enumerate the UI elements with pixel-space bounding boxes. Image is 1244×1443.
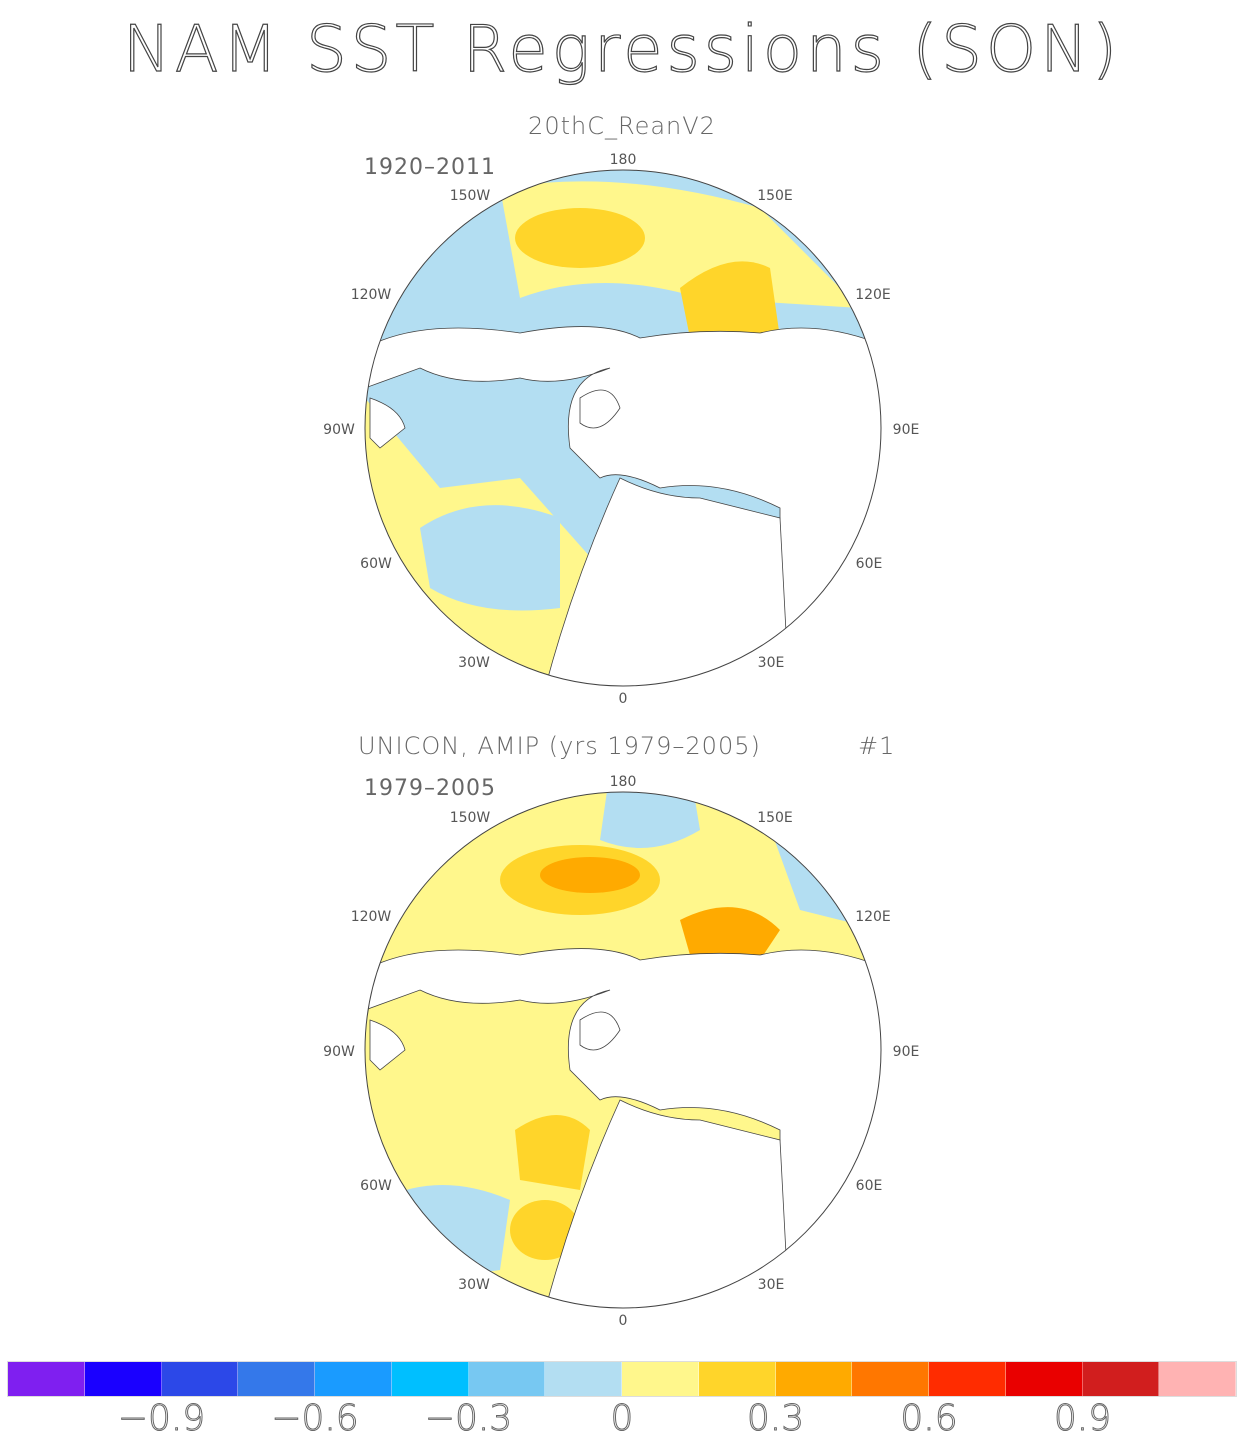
longitude-label: 90W [323, 422, 355, 438]
figure-title: NAM SST Regressions (SON) [122, 12, 1122, 87]
longitude-label: 0 [618, 691, 628, 707]
longitude-label: 180 [609, 152, 637, 168]
colorbar [7, 1361, 1237, 1397]
colorbar-tick-label: 0.6 [900, 1398, 958, 1440]
colorbar-swatch [468, 1362, 546, 1396]
panel-2-subtitle: UNICON, AMIP (yrs 1979–2005) [358, 732, 761, 760]
longitude-label: 90E [892, 422, 920, 438]
longitude-label: 120W [350, 287, 392, 303]
colorbar-tick-label: 0 [610, 1398, 634, 1440]
colorbar-swatch [1159, 1362, 1236, 1396]
longitude-label: 180 [609, 774, 637, 790]
colorbar-swatch [238, 1362, 315, 1396]
colorbar-tick-label: −0.6 [271, 1398, 359, 1440]
longitude-label: 150E [757, 188, 793, 204]
map-boundary [364, 169, 882, 687]
longitude-label: 120W [350, 909, 392, 925]
panel-1-subtitle: 20thC_ReanV2 [528, 112, 716, 140]
colorbar-swatch [545, 1362, 622, 1396]
longitude-label: 60W [360, 1178, 392, 1194]
polar-map-2 [364, 791, 882, 1309]
longitude-label: 150E [757, 810, 793, 826]
colorbar-swatch [929, 1362, 1006, 1396]
longitude-label: 60W [360, 556, 392, 572]
longitude-label: 90W [323, 1044, 355, 1060]
map-boundary [364, 791, 882, 1309]
colorbar-swatch [698, 1362, 776, 1396]
longitude-label: 60E [855, 556, 883, 572]
colorbar-swatch [1082, 1362, 1160, 1396]
longitude-label: 120E [855, 287, 891, 303]
colorbar-swatch [161, 1362, 239, 1396]
longitude-label: 90E [892, 1044, 920, 1060]
colorbar-tick-label: −0.9 [117, 1398, 206, 1440]
panel-2-ensemble: #1 [858, 732, 896, 760]
colorbar-swatch [315, 1362, 392, 1396]
colorbar-swatch [8, 1362, 85, 1396]
panel-2-period: 1979–2005 [364, 776, 496, 801]
longitude-label: 30W [458, 1277, 490, 1293]
colorbar-swatch [1005, 1362, 1083, 1396]
colorbar-tick-label: 0.9 [1053, 1398, 1112, 1440]
colorbar-tick-label: 0.3 [746, 1398, 805, 1440]
longitude-label: 30E [757, 1277, 785, 1293]
longitude-label: 120E [855, 909, 891, 925]
longitude-label: 150W [449, 810, 491, 826]
polar-map-1 [364, 169, 882, 687]
longitude-label: 30W [458, 655, 490, 671]
panel-1-period: 1920–2011 [364, 155, 496, 180]
colorbar-swatch [391, 1362, 469, 1396]
longitude-label: 0 [618, 1313, 628, 1329]
longitude-label: 60E [855, 1178, 883, 1194]
colorbar-tick-label: −0.3 [424, 1398, 513, 1440]
colorbar-swatch [84, 1362, 162, 1396]
longitude-label: 30E [757, 655, 785, 671]
colorbar-swatch [775, 1362, 853, 1396]
colorbar-swatch [852, 1362, 929, 1396]
longitude-label: 150W [449, 188, 491, 204]
colorbar-swatch [622, 1362, 699, 1396]
